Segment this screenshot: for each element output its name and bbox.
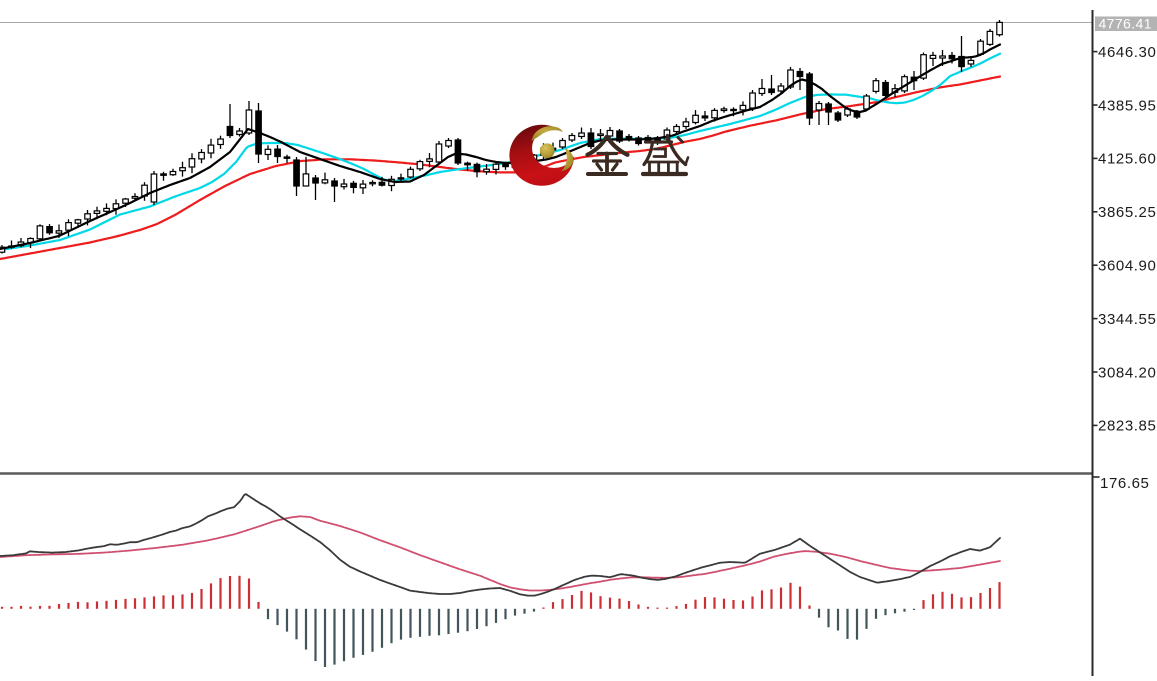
svg-text:3865.25: 3865.25 — [1098, 204, 1156, 221]
svg-text:3344.55: 3344.55 — [1098, 311, 1156, 328]
svg-text:3084.20: 3084.20 — [1098, 364, 1156, 381]
svg-text:3604.90: 3604.90 — [1098, 258, 1156, 275]
svg-text:2823.85: 2823.85 — [1098, 418, 1156, 435]
svg-text:176.65: 176.65 — [1100, 475, 1149, 492]
svg-text:4385.95: 4385.95 — [1098, 97, 1156, 114]
svg-text:4646.30: 4646.30 — [1098, 44, 1156, 61]
svg-text:4125.60: 4125.60 — [1098, 151, 1156, 168]
svg-text:4776.41: 4776.41 — [1099, 16, 1152, 32]
